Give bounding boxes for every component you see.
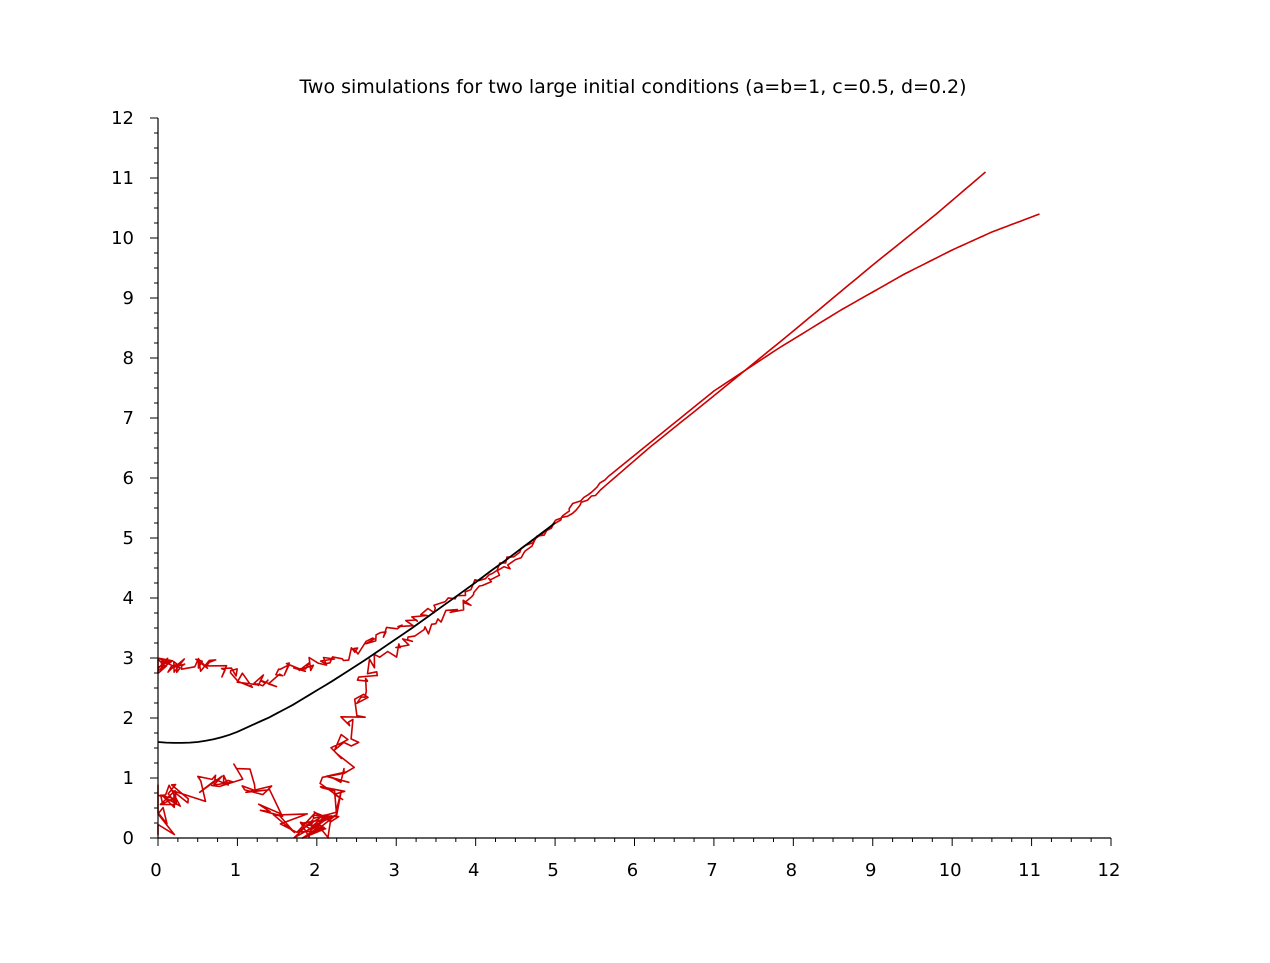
y-tick-label: 0 bbox=[123, 828, 134, 849]
x-tick-label: 9 bbox=[865, 860, 876, 881]
y-tick-label: 5 bbox=[123, 528, 134, 549]
y-tick-label: 11 bbox=[111, 168, 134, 189]
x-tick-label: 7 bbox=[706, 860, 717, 881]
y-tick-label: 12 bbox=[111, 108, 134, 129]
y-tick-label: 3 bbox=[123, 648, 134, 669]
series-line-simulation-2 bbox=[157, 213, 1040, 839]
chart-title: Two simulations for two large initial co… bbox=[298, 76, 966, 98]
y-tick-label: 7 bbox=[123, 408, 134, 429]
series-line-simulation-1 bbox=[157, 171, 987, 689]
x-tick-label: 11 bbox=[1018, 860, 1041, 881]
y-tick-label: 6 bbox=[123, 468, 134, 489]
x-tick-label: 5 bbox=[547, 860, 558, 881]
x-tick-label: 3 bbox=[389, 860, 400, 881]
x-tick-label: 12 bbox=[1098, 860, 1121, 881]
series-layer bbox=[157, 171, 1040, 839]
y-tick-label: 8 bbox=[123, 348, 134, 369]
x-tick-label: 10 bbox=[939, 860, 962, 881]
x-tick-label: 1 bbox=[230, 860, 241, 881]
y-tick-label: 9 bbox=[123, 288, 134, 309]
x-tick-label: 2 bbox=[309, 860, 320, 881]
x-tick-label: 4 bbox=[468, 860, 479, 881]
x-tick-label: 6 bbox=[627, 860, 638, 881]
y-tick-label: 2 bbox=[123, 708, 134, 729]
y-tick-label: 1 bbox=[123, 768, 134, 789]
y-tick-label: 10 bbox=[111, 228, 134, 249]
x-tick-label: 0 bbox=[150, 860, 161, 881]
series-line-deterministic bbox=[157, 522, 556, 744]
x-tick-label: 8 bbox=[786, 860, 797, 881]
y-tick-label: 4 bbox=[123, 588, 134, 609]
